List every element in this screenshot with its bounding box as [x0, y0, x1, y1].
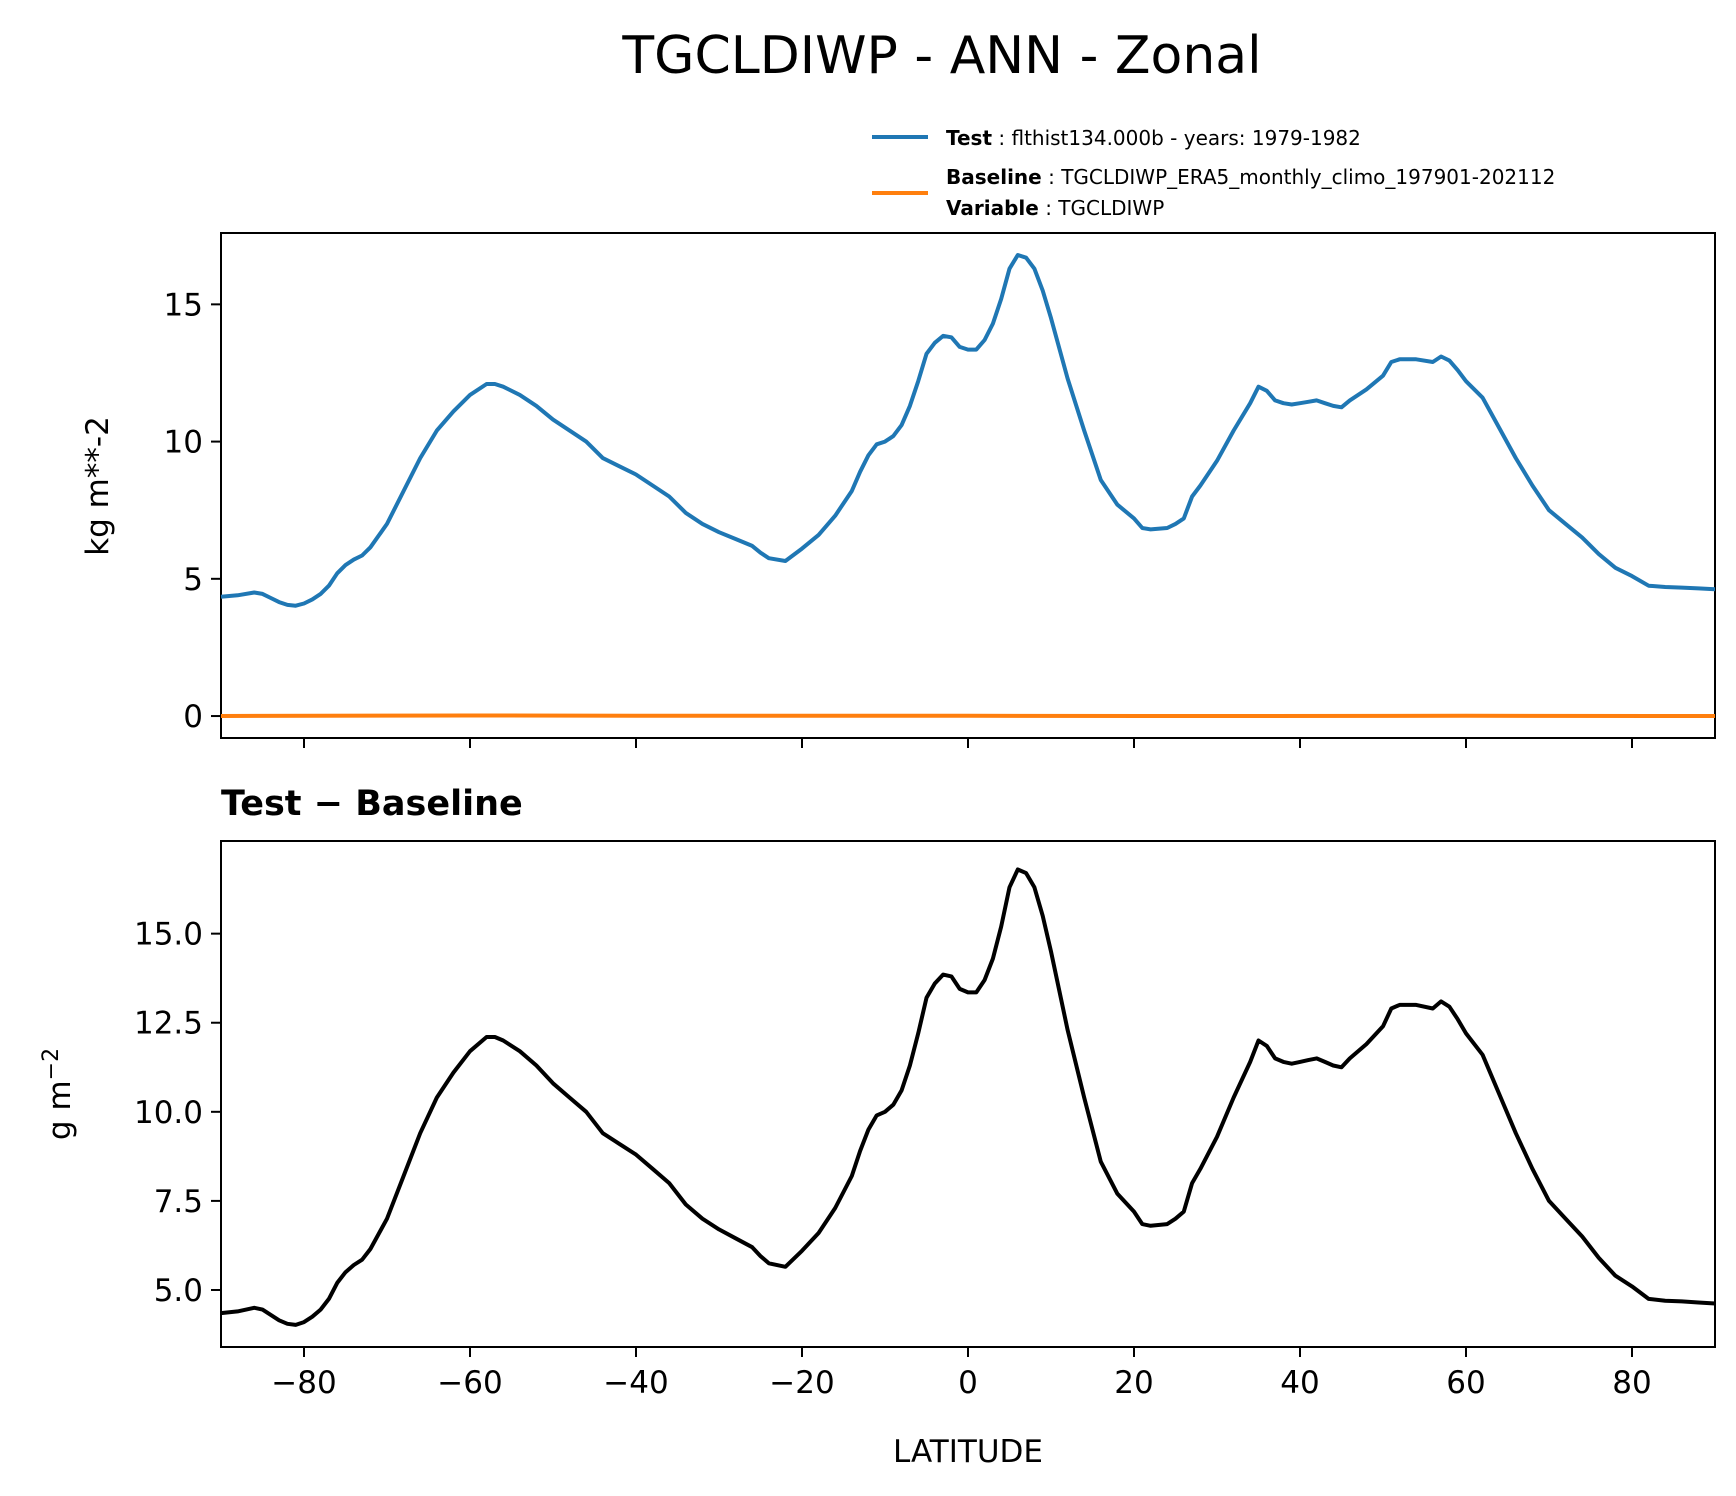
- legend-baseline-value: TGCLDIWP_ERA5_monthly_climo_197901-20211…: [1060, 165, 1555, 189]
- bottom-y-axis-label: g m−2: [39, 1048, 78, 1140]
- bottom-series-group: [220, 867, 1716, 1327]
- x-tick-label: 0: [958, 1365, 978, 1401]
- bottom-y-tick-label: 10.0: [134, 1095, 203, 1131]
- top-y-axis-label: kg m**-2: [80, 416, 116, 556]
- top-series-group: [220, 253, 1716, 718]
- x-tick-label: −20: [769, 1365, 834, 1401]
- legend-test-key: Test: [946, 126, 992, 150]
- top-y-tick-label: 5: [183, 562, 203, 598]
- top-y-tick-label: 10: [164, 425, 203, 461]
- bottom-y-axis-label-base: g m: [42, 1080, 78, 1140]
- bottom-y-axis-label-exponent: −2: [39, 1048, 64, 1080]
- top-series-test: [220, 253, 1716, 608]
- x-tick-label: 60: [1446, 1365, 1485, 1401]
- top-series-baseline: [220, 713, 1716, 718]
- bottom-y-tick-label: 7.5: [154, 1184, 203, 1220]
- bottom-panel: Test − Baseline −80 −60 −40 −20 0 20 40 60 80 5.0…: [39, 784, 1716, 1470]
- legend-variable-value: TGCLDIWP: [1057, 196, 1164, 220]
- legend: Test : flthist134.000b - years: 1979-198…: [872, 126, 1555, 220]
- x-tick-label: 20: [1114, 1365, 1153, 1401]
- top-y-tick-label: 15: [164, 287, 203, 323]
- svg-text:Baseline : TGCLDIWP_ERA5_month: Baseline : TGCLDIWP_ERA5_monthly_climo_1…: [946, 165, 1555, 189]
- svg-text:Test : flthist134.000b - years: Test : flthist134.000b - years: 1979-198…: [946, 126, 1361, 150]
- x-tick-label: −80: [271, 1365, 336, 1401]
- top-panel: 0 5 10 15 kg m**-2: [80, 232, 1716, 748]
- figure-title: TGCLDIWP - ANN - Zonal: [621, 26, 1261, 86]
- bottom-y-tick-label: 15.0: [134, 917, 203, 953]
- x-tick-label: 80: [1612, 1365, 1651, 1401]
- bottom-plot-frame: [220, 840, 1716, 1348]
- x-tick-label: 40: [1280, 1365, 1319, 1401]
- svg-text:Variable : TGCLDIWP: Variable : TGCLDIWP: [946, 196, 1164, 220]
- top-plot-frame: [220, 232, 1716, 739]
- bottom-tick-group: −80 −60 −40 −20 0 20 40 60 80 5.0 7.5 10.0 12.5 15.0: [134, 917, 1652, 1401]
- top-tick-group: 0 5 10 15: [164, 287, 1633, 748]
- top-y-tick-label: 0: [183, 699, 203, 735]
- legend-test-value: flthist134.000b - years: 1979-1982: [1011, 126, 1360, 150]
- bottom-panel-title: Test − Baseline: [221, 784, 523, 824]
- bottom-series-test-baseline: [220, 867, 1716, 1327]
- bottom-y-tick-label: 12.5: [134, 1006, 203, 1042]
- bottom-y-tick-label: 5.0: [154, 1273, 203, 1309]
- x-axis-label: LATITUDE: [893, 1434, 1043, 1470]
- legend-baseline-key: Baseline: [946, 165, 1042, 189]
- x-tick-label: −40: [603, 1365, 668, 1401]
- legend-variable-key: Variable: [946, 196, 1039, 220]
- x-tick-label: −60: [437, 1365, 502, 1401]
